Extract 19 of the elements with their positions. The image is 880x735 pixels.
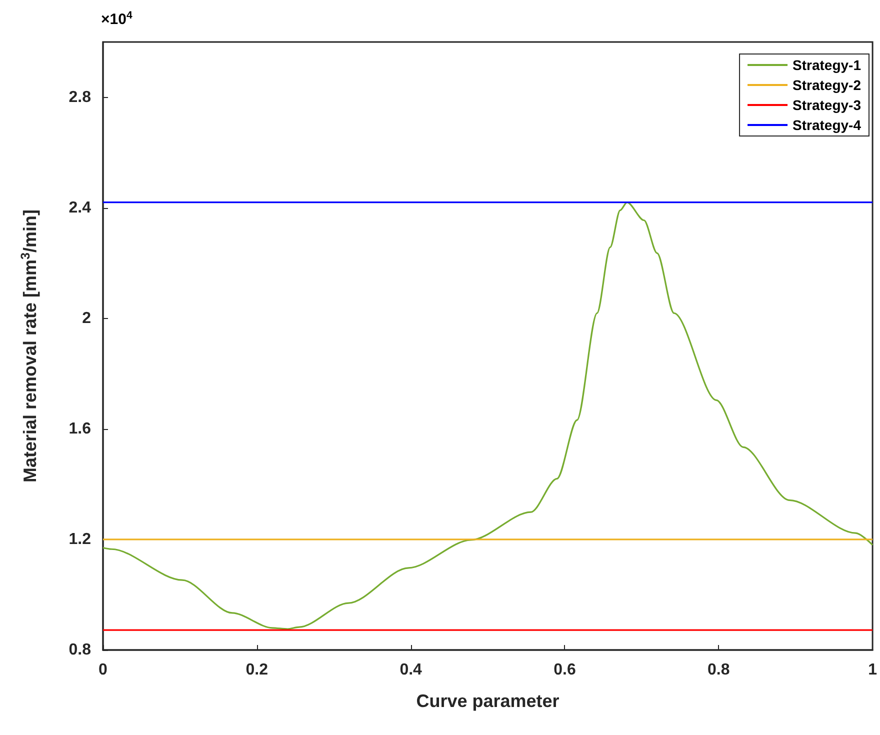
y-axis-title: Material removal rate [mm3/min] [18, 209, 40, 483]
legend-label: Strategy-2 [792, 77, 862, 93]
line-series [102, 201, 874, 630]
x-tick-label: 0.2 [246, 662, 268, 678]
x-tick-label: 0.8 [708, 662, 730, 678]
y-tick-label: 2.4 [68, 199, 92, 216]
y-tick-label: 2 [82, 310, 92, 327]
legend-label: Strategy-1 [792, 57, 862, 73]
x-tick-label: 0.4 [400, 662, 422, 678]
y-tick-label: 0.8 [68, 642, 92, 658]
y-tick-label: 1.6 [68, 420, 92, 438]
x-tick-label: 1 [868, 662, 878, 678]
y-tick-label: 1.2 [68, 530, 92, 548]
y-tick-label: 2.8 [68, 88, 92, 106]
legend-label: Strategy-3 [792, 97, 862, 113]
x-tick-label: 0.6 [554, 662, 576, 678]
legend-label: Strategy-4 [792, 117, 862, 133]
x-tick-label: 0 [98, 662, 108, 678]
x-axis-title: Curve parameter [416, 691, 560, 711]
